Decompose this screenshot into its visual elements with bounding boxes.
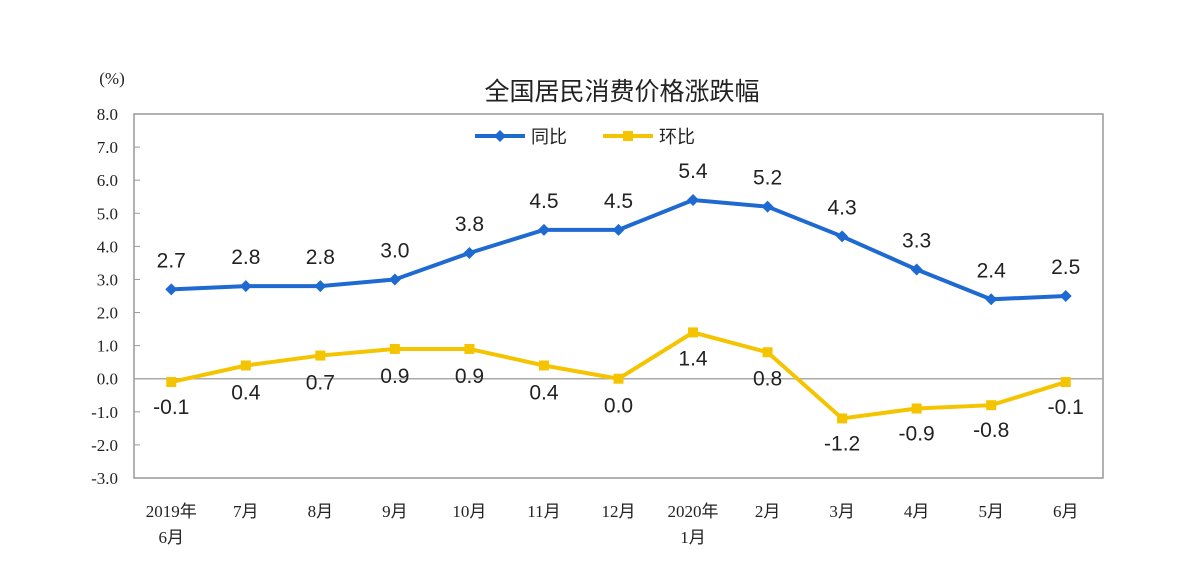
y-tick-label: 4.0 (97, 237, 118, 256)
data-label: -0.9 (899, 423, 935, 446)
chart-title: 全国居民消费价格涨跌幅 (484, 77, 759, 106)
x-tick-label: 12月 (602, 502, 636, 521)
data-label: 5.4 (678, 160, 708, 183)
data-label: 3.3 (902, 230, 931, 253)
x-tick-label: 6月 (1053, 502, 1079, 521)
data-point (538, 360, 549, 371)
data-point (239, 280, 252, 293)
data-point (240, 360, 251, 371)
data-label: 2.4 (977, 259, 1007, 282)
x-tick-label: 11月 (527, 502, 560, 521)
x-tick-label: 6月 (159, 528, 185, 547)
data-point (389, 343, 400, 354)
data-label: 4.5 (529, 190, 558, 213)
data-point (910, 263, 923, 276)
data-point (612, 223, 625, 236)
y-tick-label: 3.0 (97, 270, 118, 289)
data-label: 0.7 (306, 372, 335, 395)
data-label: 1.4 (678, 347, 708, 370)
data-label: -0.1 (153, 396, 189, 419)
y-tick-label: 1.0 (97, 337, 118, 356)
y-tick-label: 7.0 (97, 138, 118, 157)
data-point (985, 293, 998, 306)
data-label: 2.8 (231, 246, 260, 269)
x-tick-label: 4月 (904, 502, 930, 521)
legend: 同比 环比 (475, 127, 695, 148)
data-point (1060, 377, 1071, 388)
x-tick-label: 7月 (233, 502, 259, 521)
data-label: 2.8 (306, 246, 335, 269)
data-point (762, 347, 773, 358)
data-point (166, 377, 177, 388)
data-point (837, 413, 848, 424)
x-tick-label: 3月 (829, 502, 855, 521)
data-label: 2.7 (157, 249, 186, 272)
data-point (761, 200, 774, 213)
y-axis-unit: (%) (99, 69, 124, 88)
data-label: 2.5 (1051, 256, 1080, 279)
data-point (986, 400, 997, 411)
plot-area (133, 113, 1104, 479)
legend-marker (494, 130, 506, 142)
data-point (911, 403, 922, 414)
data-label: 4.3 (828, 196, 857, 219)
data-label: 3.8 (455, 213, 484, 236)
data-point (388, 273, 401, 286)
data-label: 0.9 (455, 365, 484, 388)
data-point (165, 283, 178, 296)
data-point (687, 194, 700, 207)
data-point (1059, 290, 1072, 302)
data-label: 5.2 (753, 167, 782, 190)
data-label: 0.4 (529, 381, 559, 404)
data-point (537, 223, 550, 236)
data-point (315, 350, 326, 361)
data-label: 0.4 (231, 381, 261, 404)
data-label: 3.0 (380, 239, 409, 262)
y-tick-label: 5.0 (97, 204, 118, 223)
data-point (688, 327, 699, 338)
x-tick-label: 5月 (978, 502, 1004, 521)
x-tick-label: 1月 (680, 528, 706, 547)
data-label: 4.5 (604, 190, 633, 213)
data-label: -1.2 (824, 432, 860, 455)
x-tick-label: 10月 (452, 502, 486, 521)
data-label: 0.0 (604, 395, 633, 418)
x-tick-label: 2019年 (146, 502, 197, 521)
data-label: 0.8 (753, 367, 782, 390)
y-tick-label: -2.0 (91, 436, 118, 455)
x-tick-label: 8月 (308, 502, 334, 521)
data-point (314, 280, 327, 293)
data-point (463, 246, 476, 259)
y-tick-label: 8.0 (97, 105, 118, 124)
data-point (613, 373, 624, 384)
data-point (836, 230, 849, 243)
legend-marker (623, 131, 633, 141)
legend-label: 环比 (659, 127, 695, 148)
y-tick-label: -3.0 (91, 469, 118, 488)
x-tick-label: 2月 (755, 502, 781, 521)
data-label: -0.1 (1048, 396, 1084, 419)
x-tick-label: 2020年 (668, 502, 719, 521)
data-label: -0.8 (973, 419, 1009, 442)
data-point (464, 343, 475, 354)
y-tick-label: -1.0 (91, 403, 118, 422)
data-label: 0.9 (380, 365, 409, 388)
y-tick-label: 6.0 (97, 171, 118, 190)
y-tick-label: 0.0 (97, 370, 118, 389)
y-tick-label: 2.0 (97, 304, 118, 323)
x-tick-label: 9月 (382, 502, 408, 521)
legend-label: 同比 (531, 127, 567, 148)
